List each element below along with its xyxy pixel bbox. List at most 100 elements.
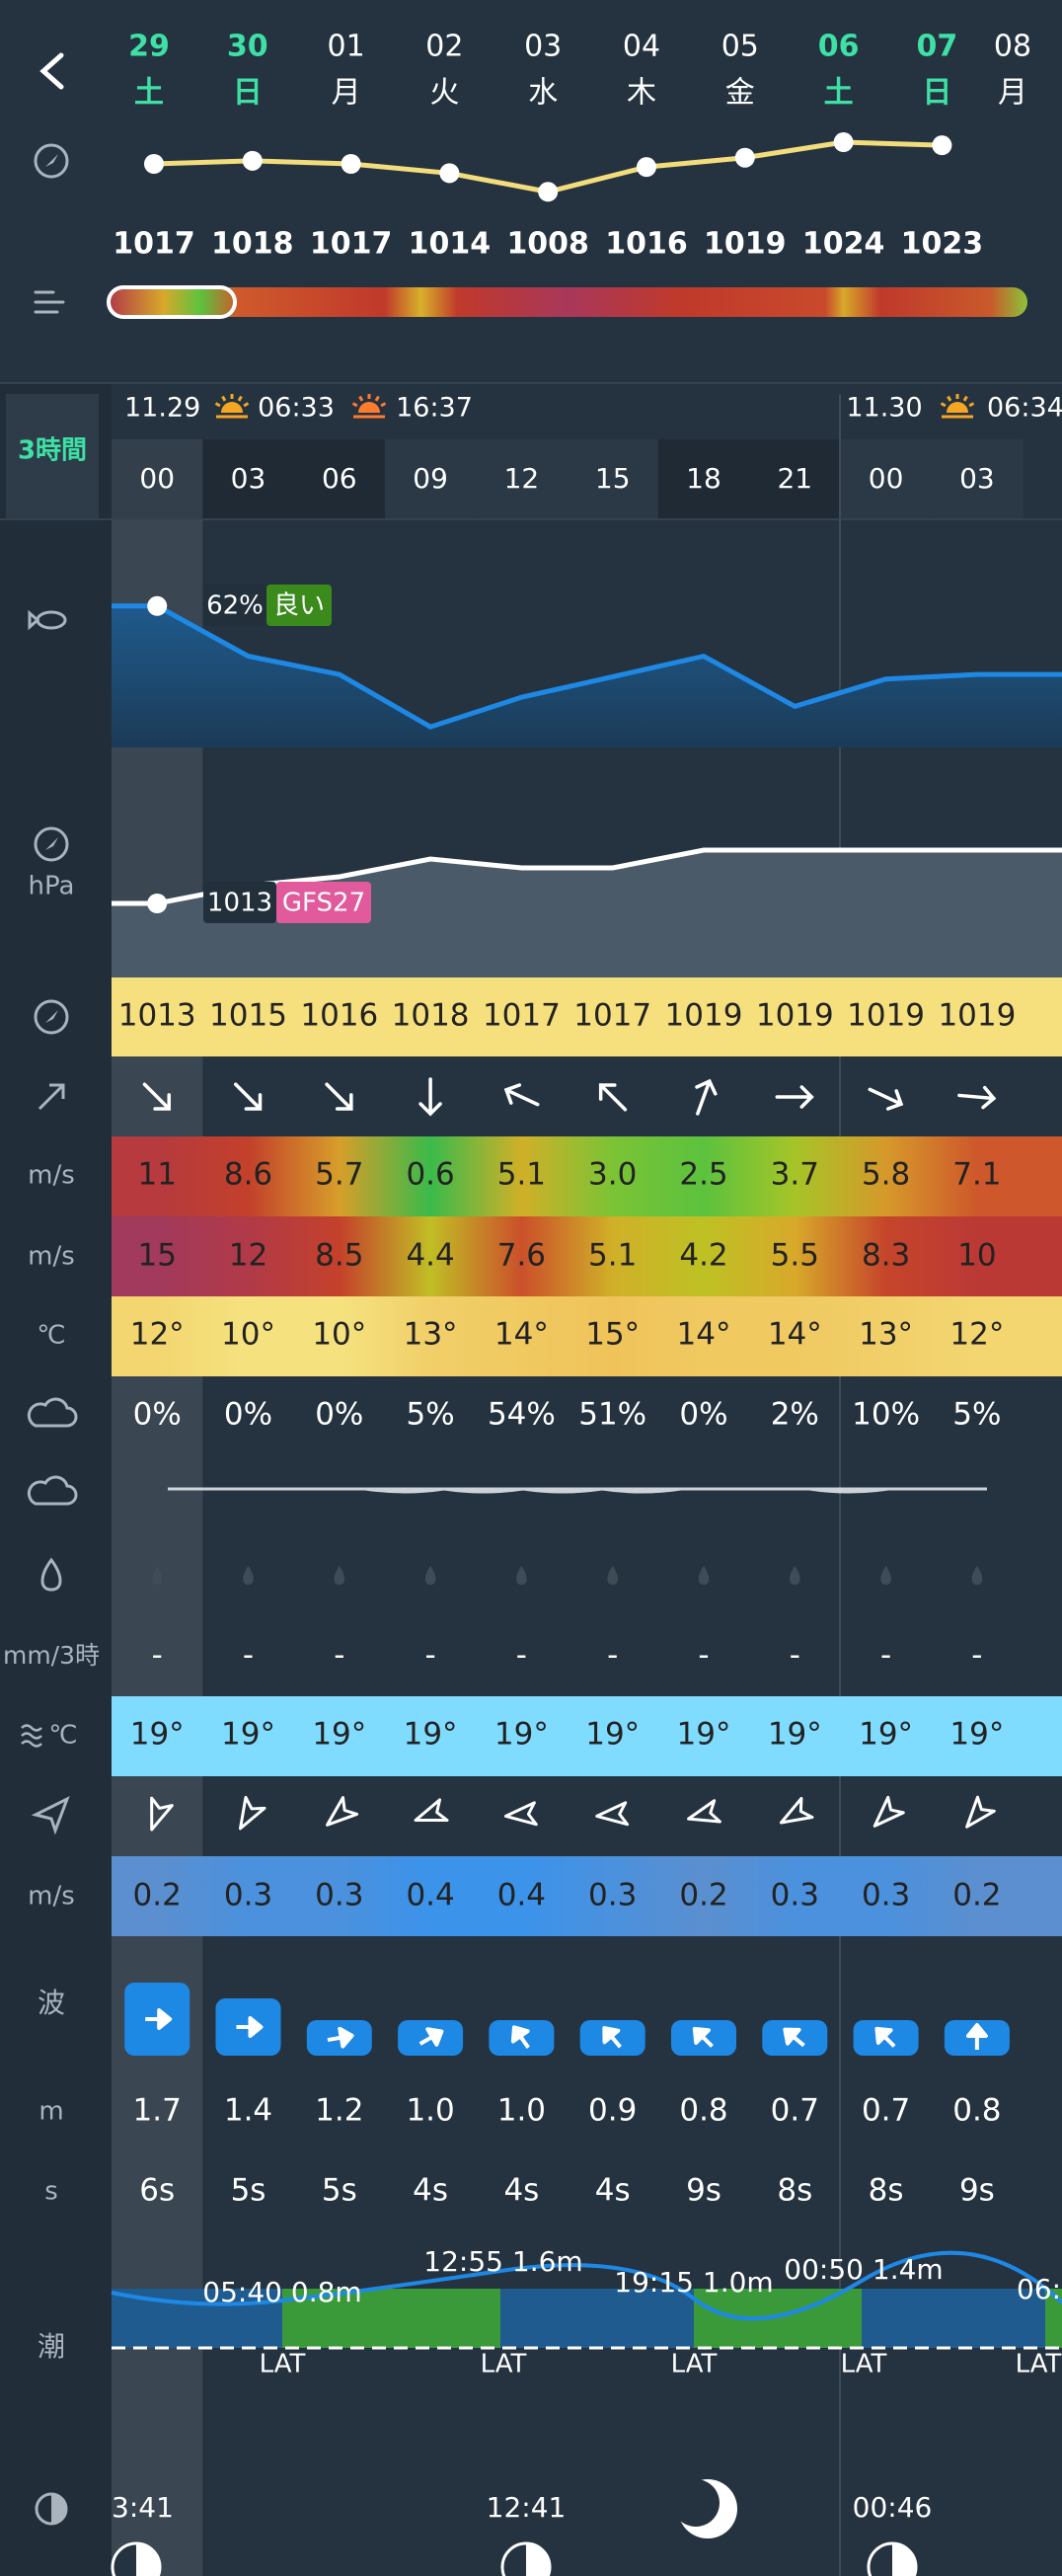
day-date: 08 xyxy=(994,30,1031,64)
cloud-icon xyxy=(27,1397,78,1428)
unit-label: ℃ xyxy=(48,1721,77,1751)
sea-temp-value: 19° xyxy=(130,1717,185,1753)
precip-value: - xyxy=(516,1638,527,1674)
pressure-label-bg xyxy=(203,882,276,923)
pressure-value: 1019 xyxy=(756,998,834,1034)
swell-triangle xyxy=(503,1801,538,1827)
sunset-icon xyxy=(358,402,380,413)
wind-value: 11 xyxy=(137,1157,176,1193)
moon-time: 12:41 xyxy=(487,2491,567,2524)
drop-icon xyxy=(790,1566,800,1585)
swell-arrow xyxy=(595,1801,630,1827)
pressure-point xyxy=(734,147,755,168)
tide-time: 05:40 xyxy=(202,2276,282,2308)
unit-label: mm/3時 xyxy=(3,1641,100,1670)
fish-area xyxy=(112,605,1062,747)
hour-label: 18 xyxy=(686,462,721,495)
sea-temp-value: 19° xyxy=(768,1717,822,1753)
wind-bar-selection[interactable] xyxy=(107,285,237,319)
wave-height-value: 1.2 xyxy=(315,2093,363,2129)
wind-value: 0.6 xyxy=(406,1157,454,1193)
wind-arrow xyxy=(503,1083,540,1107)
full-moon-shadow xyxy=(672,2479,720,2527)
wind-arrow xyxy=(695,1078,718,1116)
temp-value: 15° xyxy=(585,1317,640,1353)
compass-icon xyxy=(34,826,69,862)
hour-cell xyxy=(840,439,933,519)
unit-label: m/s xyxy=(28,1161,75,1191)
swell-arrow xyxy=(326,1796,359,1827)
wave-height-value: 1.0 xyxy=(497,2093,546,2129)
hour-label: 12 xyxy=(504,462,540,495)
sunrise-icon-ray xyxy=(221,395,227,402)
tide-space xyxy=(864,2253,872,2286)
wave-arrow-shape xyxy=(602,2026,622,2049)
cloud-value: 51% xyxy=(578,1397,646,1433)
tide-height: 1.0m xyxy=(703,2266,774,2299)
tide-event: 19:15 1.0m xyxy=(614,2266,773,2299)
swell-triangle xyxy=(326,1796,359,1827)
cloud-value: 0% xyxy=(224,1397,272,1433)
fish-label-bg xyxy=(203,585,266,626)
pressure-value: 1013 xyxy=(118,998,196,1034)
sunset-time: 16:37 xyxy=(396,393,473,424)
wind-arrow-shape xyxy=(775,1085,814,1109)
current-value: 0.3 xyxy=(315,1878,363,1913)
unit-label: m/s xyxy=(28,1242,75,1272)
swell-arrow xyxy=(150,1796,174,1832)
gust-value: 4.4 xyxy=(406,1238,454,1274)
sea-temp-value: 19° xyxy=(585,1717,640,1753)
tide-datum-label: LAT xyxy=(481,2350,527,2380)
sea-temp-value: 19° xyxy=(949,1717,1004,1753)
hour-cell xyxy=(384,439,478,519)
wave-period-value: 4s xyxy=(413,2173,448,2209)
unit-label: 潮 xyxy=(38,2330,65,2363)
wind-arrow xyxy=(325,1082,353,1111)
gust-value: 5.5 xyxy=(771,1238,819,1274)
precip-value: - xyxy=(880,1638,891,1674)
unit-label: m/s xyxy=(28,1882,75,1912)
tide-block xyxy=(500,2289,694,2348)
hour-label: 00 xyxy=(139,462,175,495)
sea-temp-value: 19° xyxy=(404,1717,458,1753)
pressure-value: 1016 xyxy=(300,998,378,1034)
model-label-bg xyxy=(276,882,371,923)
swell-triangle xyxy=(779,1796,814,1825)
wind-arrow-shape xyxy=(142,1082,171,1111)
day-weekday: 火 xyxy=(429,76,459,111)
tide-block xyxy=(282,2289,500,2348)
tide-datum-label: LAT xyxy=(841,2350,887,2380)
precip-value: - xyxy=(152,1638,163,1674)
cloud-value: 5% xyxy=(952,1397,1001,1433)
tide-event: 12:55 1.6m xyxy=(423,2245,582,2278)
sea-temp-value: 19° xyxy=(677,1717,731,1753)
tide-datum-label: LAT xyxy=(1016,2350,1062,2380)
back-button[interactable] xyxy=(39,52,64,90)
wave-period-value: 4s xyxy=(595,2173,631,2209)
drop-icon xyxy=(698,1566,710,1585)
date-label: 11.30 xyxy=(846,393,922,424)
wave-arrow-shape xyxy=(692,2026,714,2048)
wave-arrow-shape xyxy=(327,2026,354,2049)
wave-arrow xyxy=(236,2016,264,2038)
precip-value: - xyxy=(698,1638,709,1674)
compass-icon xyxy=(34,143,69,179)
wave-period-value: 4s xyxy=(503,2173,539,2209)
swell-triangle xyxy=(872,1795,905,1828)
hour-cell xyxy=(112,439,204,519)
temp-value: 13° xyxy=(859,1317,913,1353)
swell-arrow xyxy=(503,1801,538,1827)
wave-height-value: 1.0 xyxy=(406,2093,454,2129)
wind-value: 5.1 xyxy=(497,1157,546,1193)
current-value: 0.3 xyxy=(862,1878,910,1913)
cloud-value: 5% xyxy=(407,1397,455,1433)
tide-event: 06:50 xyxy=(1017,2273,1062,2305)
wind-arrow-shape xyxy=(598,1083,628,1112)
tide-time: 00:50 xyxy=(784,2253,864,2286)
tide-height: 1.6m xyxy=(512,2245,583,2278)
wind-arrow-shape xyxy=(418,1077,442,1117)
pressure-label: 1023 xyxy=(901,227,984,262)
precip-value: - xyxy=(334,1638,344,1674)
pressure-point xyxy=(932,135,952,156)
